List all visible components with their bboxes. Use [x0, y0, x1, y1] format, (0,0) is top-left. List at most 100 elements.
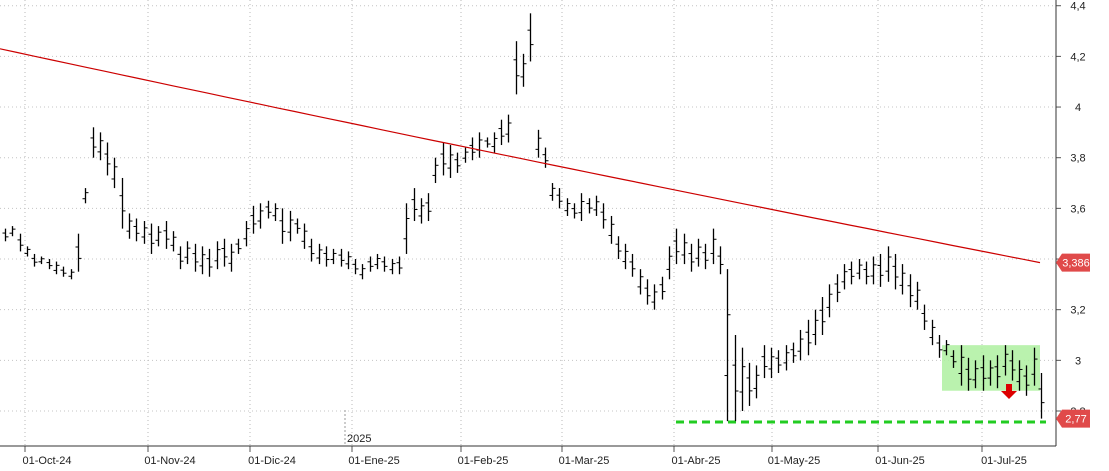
ohlc-bar: [761, 345, 768, 379]
ohlc-bar: [571, 203, 578, 219]
x-tick-label: 01-Jun-25: [875, 455, 925, 467]
ohlc-bar: [673, 228, 680, 265]
ohlc-bar: [629, 253, 636, 277]
ohlc-bar: [972, 360, 979, 389]
ohlc-bar: [542, 147, 549, 168]
ohlc-bar: [46, 259, 53, 270]
ohlc-bar: [287, 210, 294, 242]
ohlc-bar: [753, 365, 760, 399]
ohlc-bar: [622, 243, 629, 270]
ohlc-bar: [856, 259, 863, 280]
ohlc-bar: [608, 215, 615, 244]
ohlc-bar: [1038, 373, 1045, 419]
ohlc-bar: [790, 342, 797, 363]
ohlc-bar: [454, 152, 461, 173]
price-tag: 2,77: [1056, 409, 1090, 428]
ohlc-bar: [323, 246, 330, 267]
ohlc-bar: [53, 261, 60, 275]
ohlc-bar: [834, 274, 841, 303]
ohlc-bar: [644, 279, 651, 305]
y-tick-label: 4: [1075, 102, 1081, 114]
ohlc-bars: [2, 13, 1045, 422]
moving-average-layer: [0, 48, 1041, 264]
ohlc-bar: [885, 246, 892, 282]
y-tick-label: 4,4: [1070, 1, 1085, 13]
ohlc-bar: [746, 362, 753, 406]
ohlc-bar: [432, 157, 439, 184]
ohlc-bar: [411, 188, 418, 222]
ohlc-bar: [2, 228, 9, 242]
ohlc-bar: [294, 218, 301, 234]
moving-average-line: [0, 48, 1041, 264]
ohlc-bar: [141, 221, 148, 244]
ohlc-bar: [826, 284, 833, 318]
ohlc-bar: [396, 256, 403, 275]
x-tick-label: 01-Nov-24: [144, 455, 195, 467]
ohlc-bar: [812, 309, 819, 346]
ohlc-bar: [126, 213, 133, 239]
ohlc-bar: [899, 264, 906, 295]
ohlc-bar: [914, 281, 921, 310]
ohlc-bar: [520, 53, 527, 87]
ohlc-bar: [980, 355, 987, 391]
ohlc-bar: [797, 329, 804, 361]
ohlc-bar: [38, 256, 45, 265]
ohlc-bar: [717, 246, 724, 275]
y-tick-label: 3,2: [1070, 305, 1085, 317]
ohlc-bar: [243, 221, 250, 247]
x-tick-label: 01-Jul-25: [981, 455, 1027, 467]
ohlc-bar: [352, 259, 359, 275]
ohlc-bar: [308, 238, 315, 262]
ohlc-bar: [994, 355, 1001, 389]
ohlc-bar: [943, 340, 950, 356]
ohlc-bar: [192, 243, 199, 272]
ohlc-bar: [513, 41, 520, 95]
ohlc-bar: [90, 127, 97, 158]
ohlc-bar: [863, 261, 870, 285]
ohlc-bar: [403, 203, 410, 254]
ohlc-bar: [272, 203, 279, 222]
ohlc-bar: [367, 256, 374, 272]
ohlc-bar: [637, 269, 644, 295]
ohlc-bar: [31, 253, 38, 267]
ohlc-bar: [505, 114, 512, 143]
ohlc-bar: [819, 297, 826, 336]
ohlc-bar: [732, 335, 739, 422]
ohlc-bar: [265, 200, 272, 219]
ohlc-bar: [681, 233, 688, 265]
price-tags-layer: 3,386 2,77: [1056, 253, 1090, 428]
ohlc-bar: [119, 177, 126, 229]
ohlc-bar: [104, 142, 111, 176]
ohlc-bar: [586, 198, 593, 214]
ohlc-bar: [1002, 345, 1009, 376]
ohlc-bar: [724, 269, 731, 422]
ohlc-bar: [338, 248, 345, 267]
ohlc-bar: [805, 319, 812, 356]
x-tick-label: 01-May-25: [768, 455, 821, 467]
y-tick-label: 4,2: [1070, 51, 1085, 63]
ohlc-bar: [97, 132, 104, 161]
ohlc-bar: [498, 119, 505, 146]
y-tick-label: 3,8: [1070, 153, 1085, 165]
ohlc-bar: [535, 129, 542, 158]
ohlc-bar: [1016, 360, 1023, 391]
ohlc-bar: [659, 276, 666, 300]
ohlc-bar: [447, 145, 454, 178]
x-tick-label: 01-Dic-24: [248, 455, 296, 467]
grid-lines: [0, 0, 1056, 446]
ohlc-bar: [907, 274, 914, 308]
ohlc-bar: [1023, 365, 1030, 396]
ohlc-bar: [578, 193, 585, 222]
ohlc-bar: [702, 243, 709, 270]
ohlc-bar: [359, 264, 366, 280]
ohlc-bar: [666, 246, 673, 280]
ohlc-bar: [345, 251, 352, 270]
ohlc-bar: [381, 256, 388, 272]
ohlc-bar: [462, 147, 469, 163]
year-marker-label: 2025: [347, 433, 371, 445]
y-tick-label: 3,6: [1070, 203, 1085, 215]
ohlc-bar: [75, 233, 82, 272]
ohlc-bar: [155, 226, 162, 247]
